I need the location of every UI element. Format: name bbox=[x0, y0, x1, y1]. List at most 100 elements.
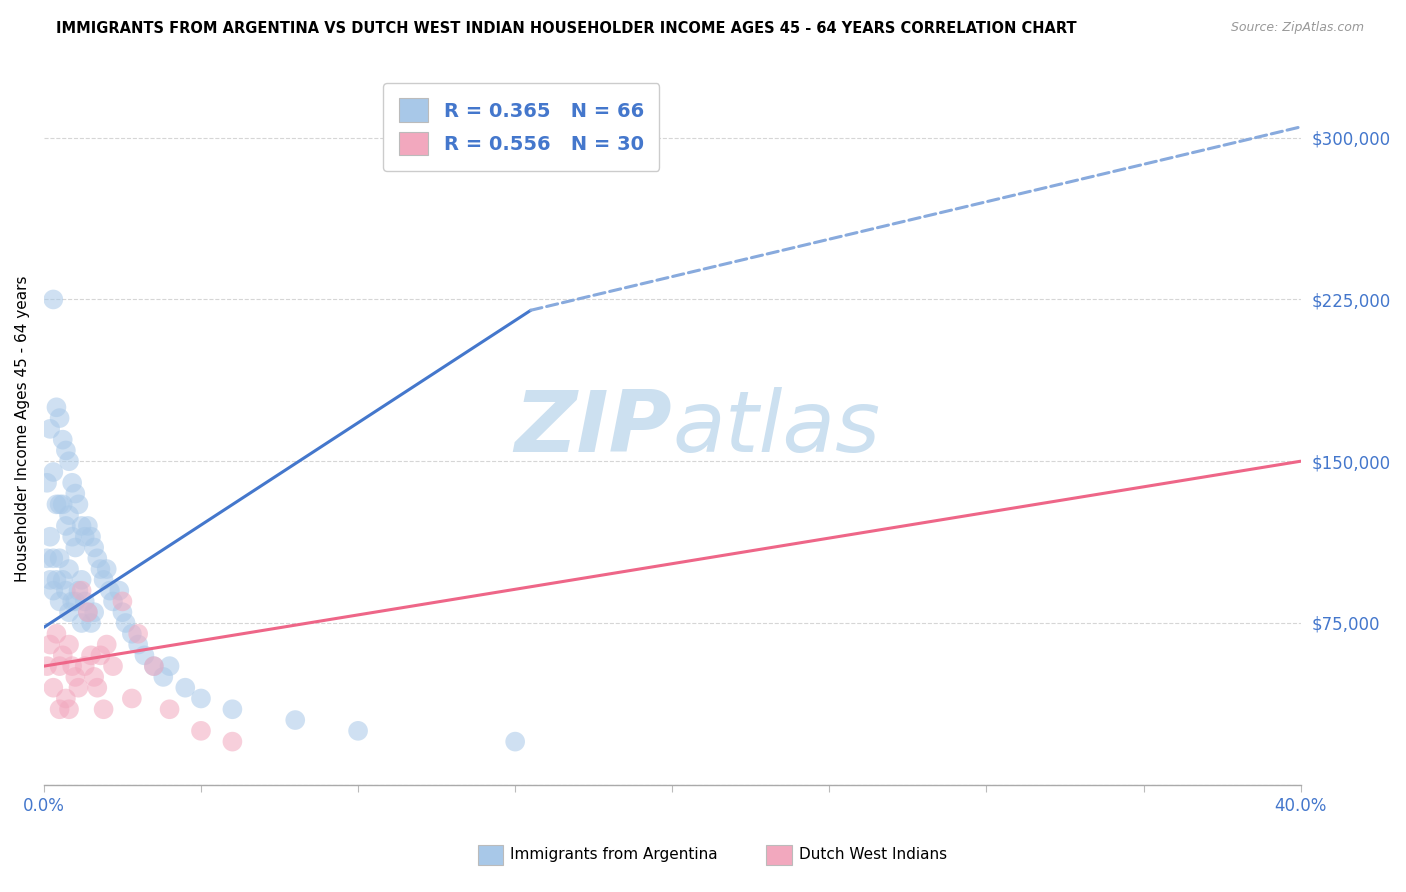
Point bbox=[127, 627, 149, 641]
Text: atlas: atlas bbox=[672, 387, 880, 470]
Point bbox=[65, 541, 87, 555]
Point bbox=[39, 422, 62, 436]
Point bbox=[73, 659, 96, 673]
Point bbox=[134, 648, 156, 663]
Point bbox=[89, 648, 111, 663]
Point bbox=[42, 583, 65, 598]
Point bbox=[101, 594, 124, 608]
Point bbox=[60, 530, 83, 544]
Point bbox=[174, 681, 197, 695]
Legend: R = 0.365   N = 66, R = 0.556   N = 30: R = 0.365 N = 66, R = 0.556 N = 30 bbox=[384, 83, 659, 171]
Point bbox=[39, 573, 62, 587]
Point bbox=[45, 401, 67, 415]
Point bbox=[58, 562, 80, 576]
Point bbox=[221, 702, 243, 716]
Point bbox=[58, 605, 80, 619]
Point bbox=[77, 519, 100, 533]
Point bbox=[70, 519, 93, 533]
Point bbox=[60, 475, 83, 490]
Point bbox=[121, 691, 143, 706]
Text: Immigrants from Argentina: Immigrants from Argentina bbox=[510, 847, 718, 862]
Point bbox=[347, 723, 370, 738]
Point bbox=[48, 551, 70, 566]
Text: Dutch West Indians: Dutch West Indians bbox=[799, 847, 946, 862]
Point bbox=[83, 541, 105, 555]
Point bbox=[121, 627, 143, 641]
Point bbox=[60, 659, 83, 673]
Point bbox=[80, 530, 103, 544]
Point bbox=[142, 659, 165, 673]
Point bbox=[80, 648, 103, 663]
Point bbox=[48, 497, 70, 511]
Point bbox=[45, 573, 67, 587]
Point bbox=[67, 497, 90, 511]
Point bbox=[58, 454, 80, 468]
Point bbox=[142, 659, 165, 673]
Point bbox=[111, 605, 134, 619]
Point bbox=[159, 659, 181, 673]
Text: IMMIGRANTS FROM ARGENTINA VS DUTCH WEST INDIAN HOUSEHOLDER INCOME AGES 45 - 64 Y: IMMIGRANTS FROM ARGENTINA VS DUTCH WEST … bbox=[56, 21, 1077, 36]
Point bbox=[77, 605, 100, 619]
Point bbox=[58, 508, 80, 523]
Point bbox=[101, 659, 124, 673]
Point bbox=[55, 691, 77, 706]
Point bbox=[65, 594, 87, 608]
Point bbox=[67, 681, 90, 695]
Point bbox=[73, 530, 96, 544]
Point bbox=[73, 594, 96, 608]
Point bbox=[108, 583, 131, 598]
Point bbox=[127, 638, 149, 652]
Point bbox=[52, 648, 75, 663]
Point bbox=[152, 670, 174, 684]
Point bbox=[35, 551, 58, 566]
Point bbox=[45, 497, 67, 511]
Point bbox=[111, 594, 134, 608]
Point bbox=[58, 702, 80, 716]
Point bbox=[55, 583, 77, 598]
Text: ZIP: ZIP bbox=[515, 387, 672, 470]
Point bbox=[48, 411, 70, 425]
Point bbox=[77, 605, 100, 619]
Point bbox=[80, 615, 103, 630]
Y-axis label: Householder Income Ages 45 - 64 years: Householder Income Ages 45 - 64 years bbox=[15, 276, 30, 582]
Point bbox=[89, 562, 111, 576]
Point bbox=[190, 691, 212, 706]
Text: Source: ZipAtlas.com: Source: ZipAtlas.com bbox=[1230, 21, 1364, 34]
Point bbox=[52, 433, 75, 447]
Point bbox=[70, 583, 93, 598]
Point bbox=[503, 734, 526, 748]
Point bbox=[284, 713, 307, 727]
Point bbox=[45, 627, 67, 641]
Point bbox=[159, 702, 181, 716]
Point bbox=[190, 723, 212, 738]
Point bbox=[93, 573, 115, 587]
Point bbox=[42, 681, 65, 695]
Point bbox=[55, 443, 77, 458]
Point bbox=[65, 670, 87, 684]
Point bbox=[35, 475, 58, 490]
Point bbox=[52, 497, 75, 511]
Point bbox=[52, 573, 75, 587]
Point bbox=[58, 638, 80, 652]
Point bbox=[86, 551, 108, 566]
Point bbox=[42, 551, 65, 566]
Point bbox=[48, 659, 70, 673]
Point bbox=[96, 638, 118, 652]
Point bbox=[65, 486, 87, 500]
Point bbox=[70, 615, 93, 630]
Point bbox=[48, 702, 70, 716]
Point bbox=[114, 615, 136, 630]
Point bbox=[83, 670, 105, 684]
Point bbox=[55, 519, 77, 533]
Point bbox=[98, 583, 121, 598]
Point bbox=[70, 573, 93, 587]
Point bbox=[96, 562, 118, 576]
Point bbox=[221, 734, 243, 748]
Point bbox=[39, 530, 62, 544]
Point bbox=[35, 659, 58, 673]
Point bbox=[48, 594, 70, 608]
Point bbox=[60, 594, 83, 608]
Point bbox=[93, 702, 115, 716]
Point bbox=[67, 583, 90, 598]
Point bbox=[42, 465, 65, 479]
